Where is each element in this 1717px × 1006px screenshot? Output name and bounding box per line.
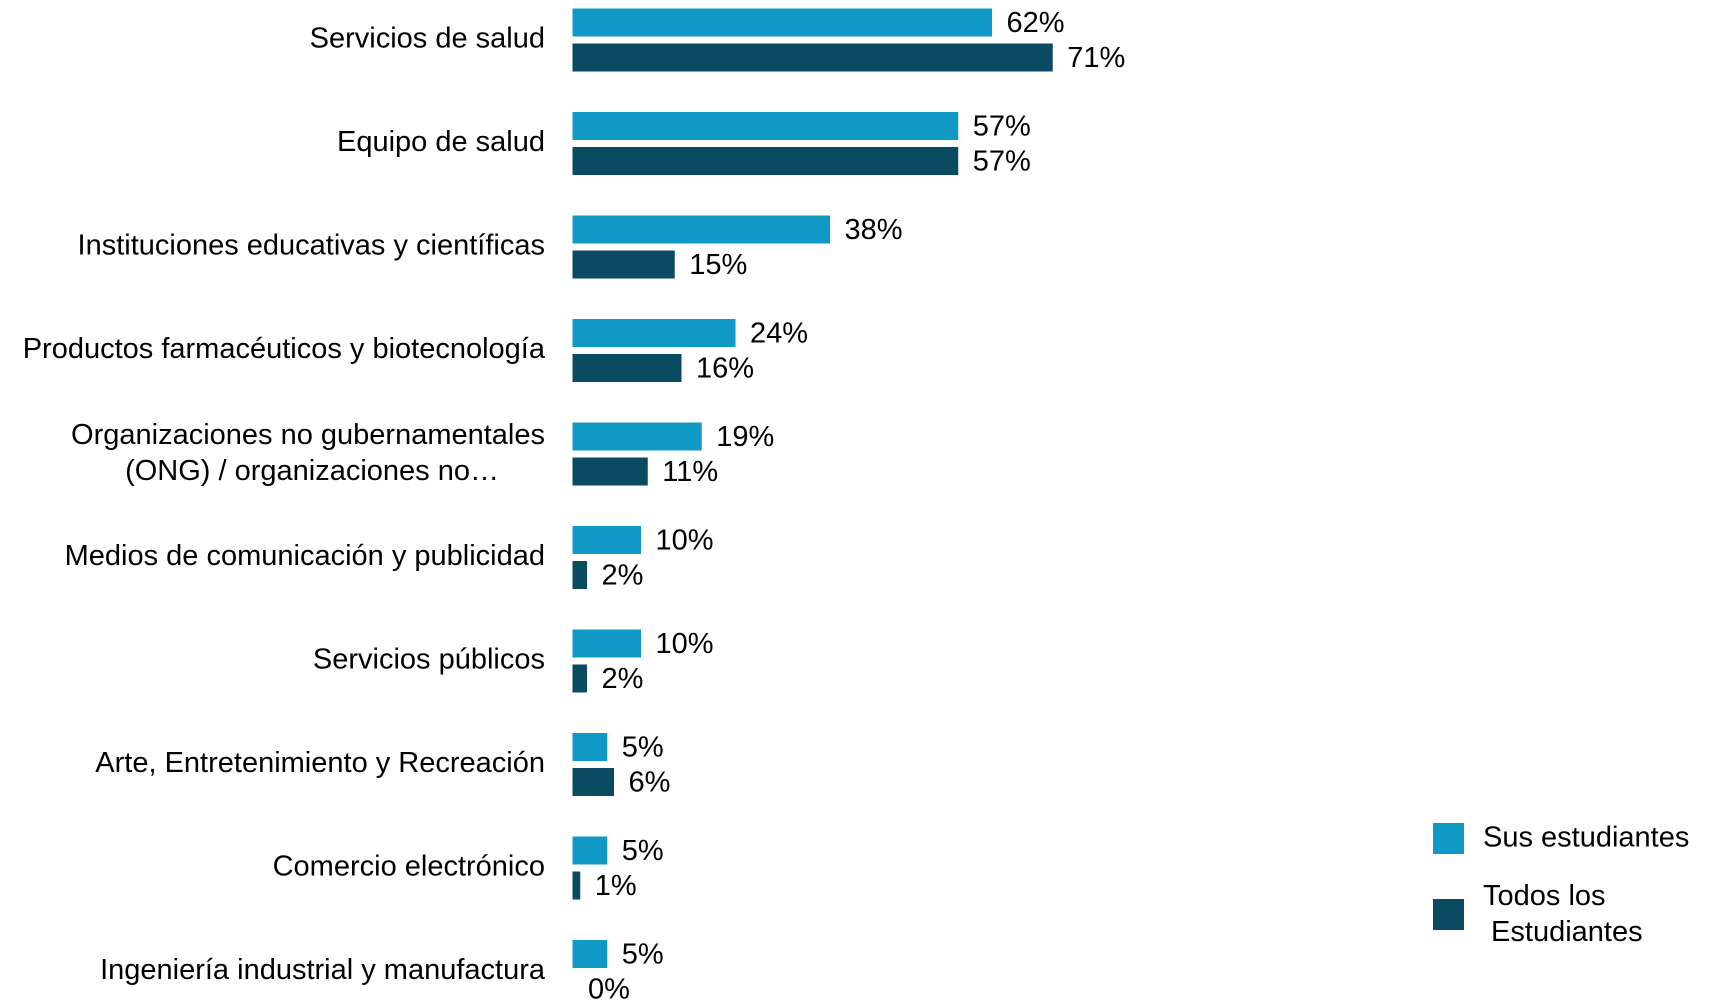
bar	[572, 319, 736, 347]
bar	[572, 112, 959, 140]
bar	[572, 561, 587, 589]
category-label: Ingeniería industrial y manufactura	[100, 954, 546, 986]
bar	[572, 43, 1053, 72]
value-label: 2%	[602, 663, 644, 695]
bar	[572, 457, 648, 486]
category-label: Servicios de salud	[310, 23, 545, 55]
value-label: 71%	[1067, 42, 1125, 74]
value-label: 62%	[1007, 7, 1065, 39]
bar	[572, 836, 608, 865]
bar	[572, 664, 587, 693]
category-label: Servicios públicos	[313, 644, 545, 676]
value-label: 24%	[750, 318, 808, 350]
category-label: Medios de comunicación y publicidad	[65, 540, 545, 572]
value-label: 2%	[602, 560, 644, 592]
bar	[572, 940, 608, 968]
value-label: 10%	[656, 628, 714, 660]
value-label: 10%	[656, 525, 714, 557]
bar	[572, 526, 641, 554]
legend-swatch	[1433, 899, 1464, 930]
value-label: 15%	[689, 249, 747, 281]
bar	[572, 147, 959, 175]
category-label: Comercio electrónico	[273, 851, 545, 883]
value-label: 5%	[622, 835, 664, 867]
value-label: 0%	[588, 974, 630, 1006]
category-label: Productos farmacéuticos y biotecnología	[23, 333, 546, 365]
bar	[572, 215, 830, 244]
category-label: Arte, Entretenimiento y Recreación	[95, 747, 545, 779]
bar	[572, 354, 682, 382]
legend-label: Todos los Estudiantes	[1483, 880, 1643, 948]
value-label: 5%	[622, 732, 664, 764]
bar	[572, 733, 608, 761]
value-label: 57%	[973, 111, 1031, 143]
category-label: Instituciones educativas y científicas	[78, 230, 545, 262]
value-label: 38%	[845, 214, 903, 246]
value-label: 19%	[716, 421, 774, 453]
value-label: 6%	[629, 767, 671, 799]
bar	[572, 250, 675, 279]
value-label: 16%	[696, 353, 754, 385]
bar	[572, 422, 702, 451]
value-label: 11%	[662, 456, 718, 488]
bar	[572, 629, 641, 658]
value-label: 1%	[595, 870, 637, 902]
value-label: 57%	[973, 146, 1031, 178]
value-label: 5%	[622, 939, 664, 971]
bar	[572, 768, 614, 796]
category-label: Organizaciones no gubernamentales (ONG) …	[71, 419, 545, 487]
bar	[572, 8, 992, 37]
legend-label: Sus estudiantes	[1483, 822, 1689, 854]
legend-swatch	[1433, 823, 1464, 854]
category-label: Equipo de salud	[337, 126, 545, 158]
bar	[572, 871, 581, 900]
